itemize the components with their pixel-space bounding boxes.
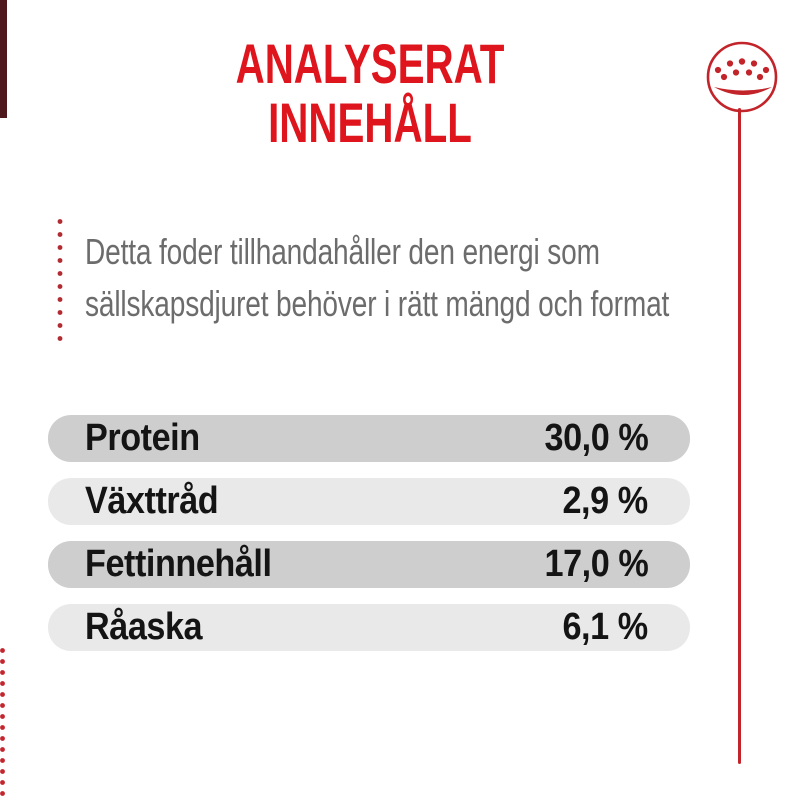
row-value: 17,0 % [544,543,648,585]
table-row-vaxttrad: Växttråd 2,9 % [48,478,690,525]
left-edge-accent-bar [0,0,7,118]
dotted-accent-line [57,215,63,341]
row-value: 6,1 % [562,606,649,648]
page-title: ANALYSERAT INNEHÅLL [154,34,586,152]
left-edge-dotted-line [0,645,6,800]
row-label: Råaska [85,606,203,648]
nutrition-table: Protein 30,0 % Växttråd 2,9 % Fettinnehå… [48,415,690,667]
row-label: Fettinnehåll [85,543,272,585]
table-row-protein: Protein 30,0 % [48,415,690,462]
page-title-line1: ANALYSERAT [235,32,505,95]
description-line2: sällskapsdjuret behöver i rätt mängd och… [85,283,670,324]
row-label: Protein [85,417,200,459]
vertical-accent-line [738,108,741,764]
table-row-raaska: Råaska 6,1 % [48,604,690,651]
table-row-fettinnehall: Fettinnehåll 17,0 % [48,541,690,588]
row-value: 2,9 % [562,480,649,522]
description-text: Detta foder tillhandahåller den energi s… [85,226,669,330]
page-title-line2: INNEHÅLL [268,91,472,154]
description-line1: Detta foder tillhandahåller den energi s… [85,231,600,272]
row-value: 30,0 % [544,417,648,459]
royal-canin-crown-logo-icon [706,41,778,113]
row-label: Växttråd [85,480,219,522]
